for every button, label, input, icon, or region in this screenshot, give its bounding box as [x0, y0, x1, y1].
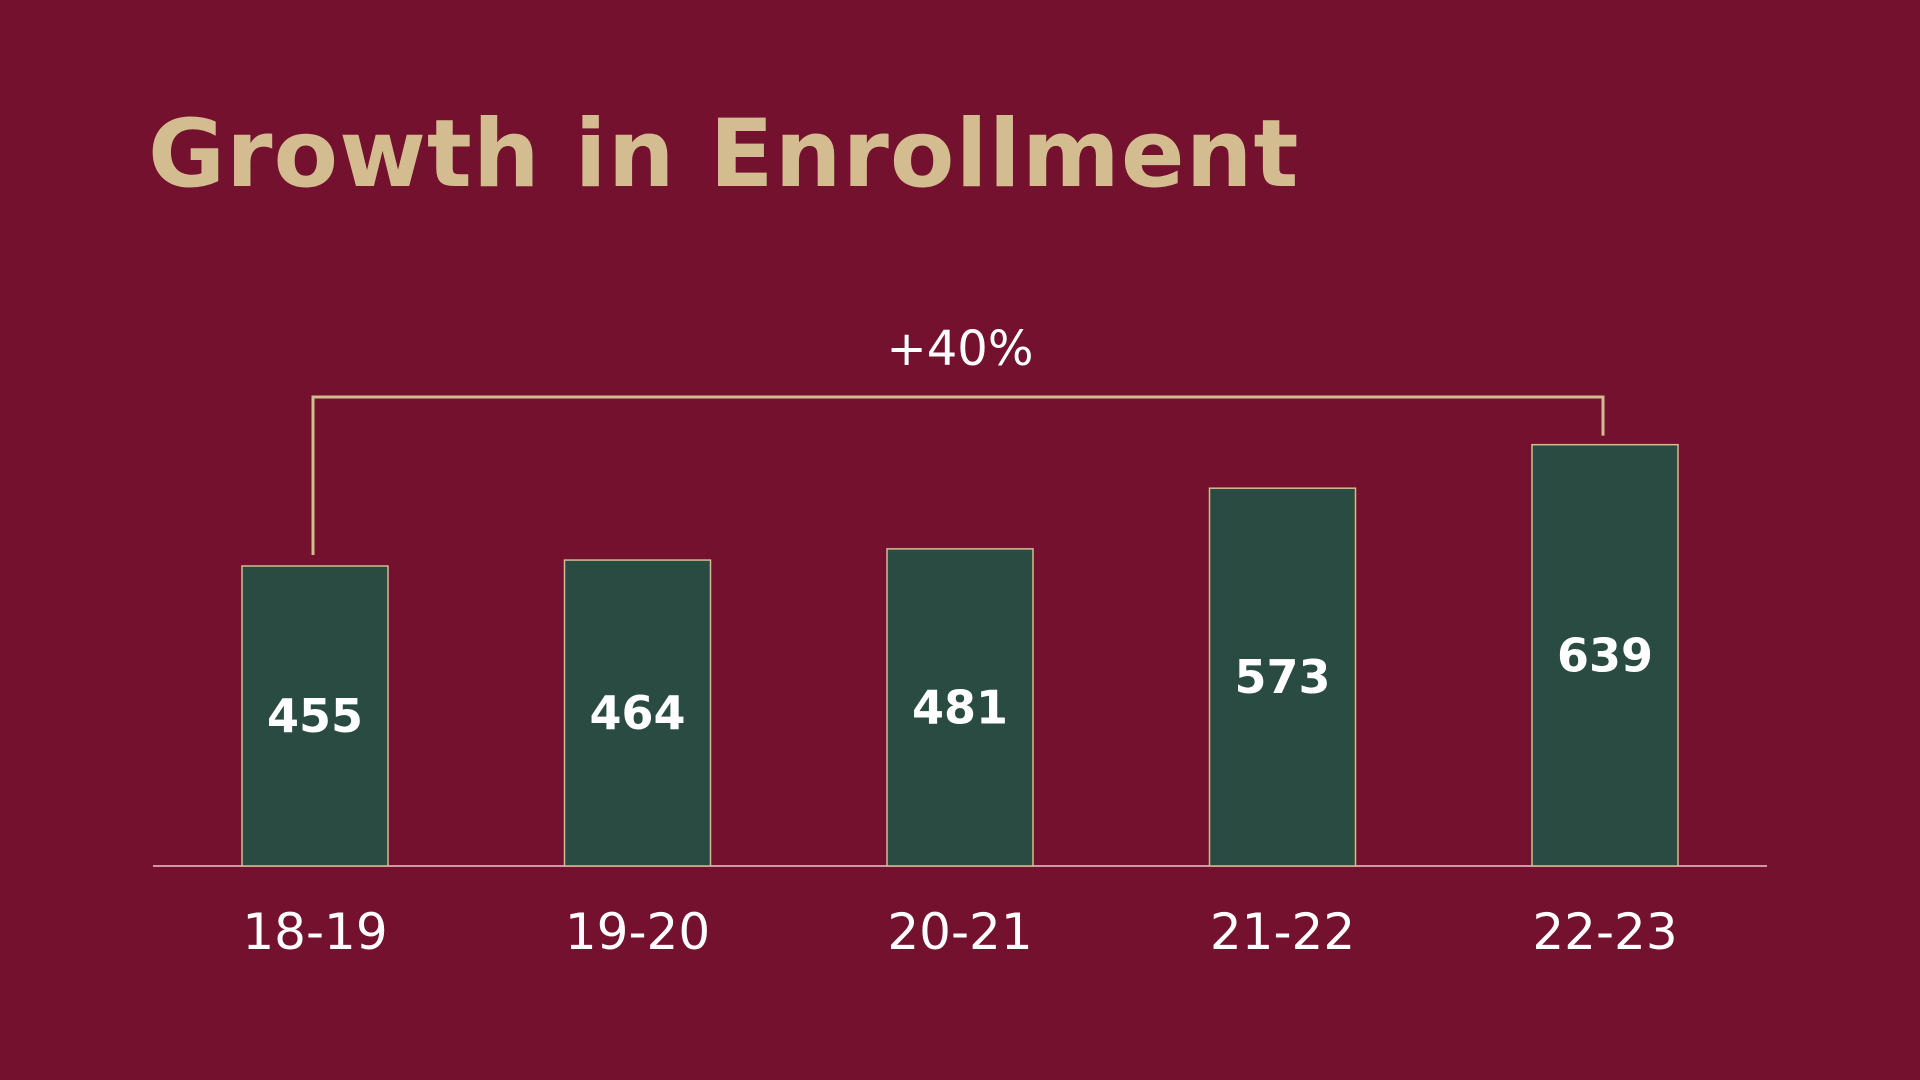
data-label: 455: [267, 689, 363, 743]
data-label: 573: [1234, 650, 1330, 704]
growth-annotation-label: +40%: [887, 321, 1034, 377]
growth-bracket: [311, 395, 1605, 555]
bars-layer: [153, 443, 1767, 867]
x-tick-label: 18-19: [242, 903, 387, 961]
bar-22-23: [1531, 443, 1679, 867]
x-tick-label: 19-20: [565, 903, 710, 961]
bar-19-20: [563, 559, 712, 867]
labels-layer: 455 18-19 464 19-20 481 20-21 573 21-22 639 22-23: [242, 628, 1677, 961]
x-tick-label: 22-23: [1532, 903, 1677, 961]
data-label: 464: [589, 686, 685, 740]
data-label: 481: [912, 680, 1008, 734]
x-tick-label: 21-22: [1210, 903, 1355, 961]
bar-18-19: [241, 565, 389, 867]
x-tick-label: 20-21: [887, 903, 1032, 961]
bar-20-21: [886, 548, 1034, 867]
bar-21-22: [1208, 487, 1357, 867]
growth-annotation: +40%: [311, 321, 1605, 555]
chart-title: Growth in Enrollment: [148, 100, 1300, 209]
data-label: 639: [1557, 628, 1653, 682]
